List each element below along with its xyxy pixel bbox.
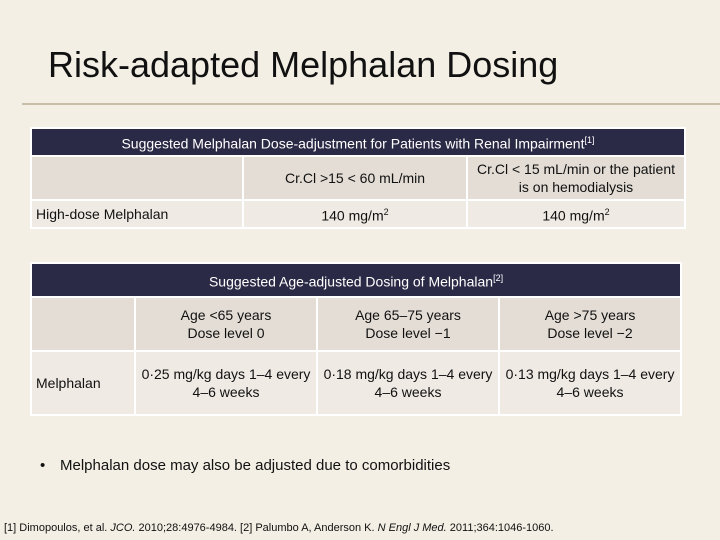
row-label-melphalan: Melphalan <box>30 350 136 416</box>
column-header-age-over-75: Age >75 years Dose level −2 <box>497 296 683 352</box>
column-header-age-under-65: Age <65 years Dose level 0 <box>134 296 318 352</box>
column-header-empty <box>30 155 244 201</box>
column-header-crcl-15-60: Cr.Cl >15 < 60 mL/min <box>242 155 468 201</box>
dose-cell: 0·25 mg/kg days 1–4 every 4–6 weeks <box>134 350 318 416</box>
age-table-header: Suggested Age-adjusted Dosing of Melphal… <box>29 262 683 298</box>
title-divider <box>22 103 720 105</box>
dose-cell: 140 mg/m2 <box>466 199 686 229</box>
row-label-high-dose: High-dose Melphalan <box>30 199 244 229</box>
column-header-crcl-under-15: Cr.Cl < 15 mL/min or the patient is on h… <box>466 155 686 201</box>
renal-dose-table: Suggested Melphalan Dose-adjustment for … <box>30 127 686 229</box>
page-title: Risk-adapted Melphalan Dosing <box>48 44 559 85</box>
dose-cell: 140 mg/m2 <box>242 199 468 229</box>
age-dose-table: Suggested Age-adjusted Dosing of Melphal… <box>29 262 683 416</box>
renal-table-header: Suggested Melphalan Dose-adjustment for … <box>30 127 686 157</box>
dose-cell: 0·18 mg/kg days 1–4 every 4–6 weeks <box>316 350 500 416</box>
dose-cell: 0·13 mg/kg days 1–4 every 4–6 weeks <box>497 350 683 416</box>
column-header-empty <box>30 296 136 352</box>
references: [1] Dimopoulos, et al. JCO. 2010;28:4976… <box>4 522 554 534</box>
bullet-marker: • <box>40 457 46 474</box>
comorbidity-note: • Melphalan dose may also be adjusted due… <box>40 457 451 474</box>
reference-marker: [2] <box>493 273 504 284</box>
reference-marker: [1] <box>584 135 595 146</box>
column-header-age-65-75: Age 65–75 years Dose level −1 <box>316 296 500 352</box>
